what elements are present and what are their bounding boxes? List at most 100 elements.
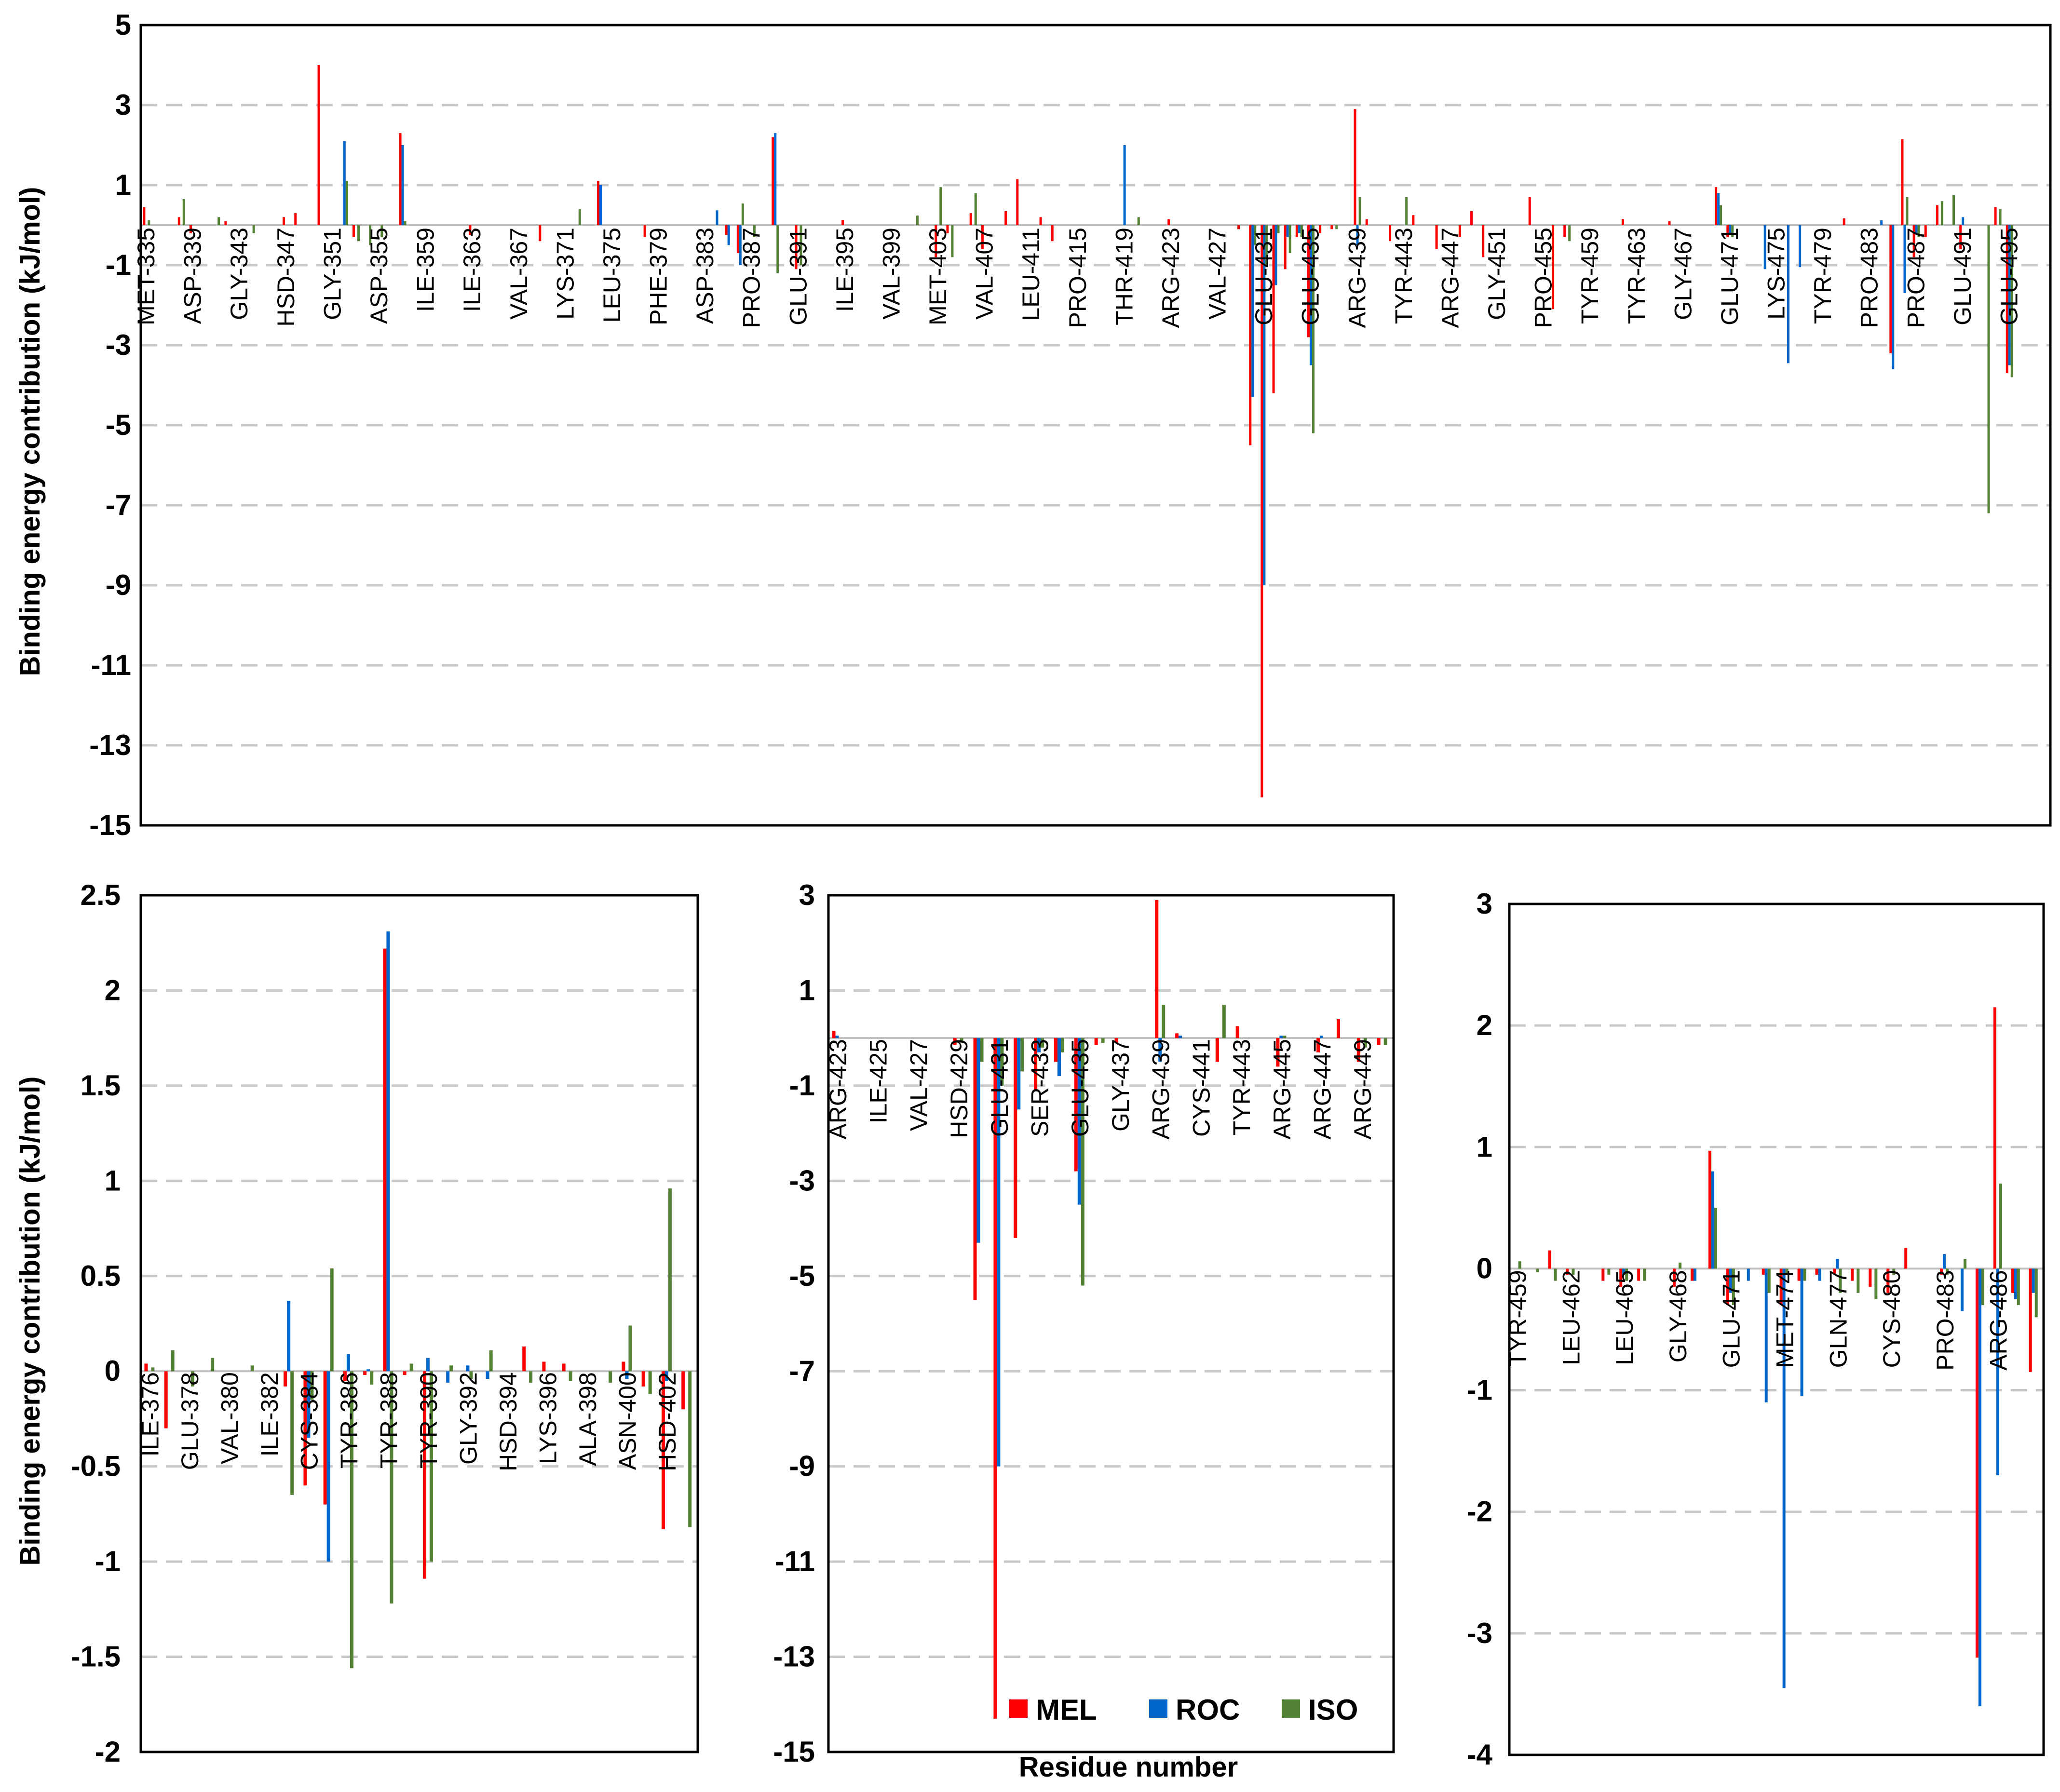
y-tick-label: 5 (115, 9, 131, 41)
bar-mel-444 (1412, 215, 1415, 225)
bar-mel-461 (1548, 1250, 1551, 1269)
bar-mel-429 (1237, 225, 1240, 229)
x-category-label: LYS-396 (535, 1372, 562, 1464)
bar-iso-393 (489, 1350, 493, 1372)
y-tick-label: -13 (773, 1641, 815, 1673)
bar-mel-465 (1619, 1268, 1623, 1287)
x-category-label: VAL-427 (905, 1039, 932, 1131)
bar-mel-448 (1458, 225, 1461, 237)
x-category-label: CYS-384 (296, 1372, 323, 1470)
bar-iso-353 (357, 225, 360, 242)
y-tick-label: 3 (115, 89, 131, 121)
y-tick-label: -1 (106, 249, 131, 281)
y-tick-label: -5 (106, 409, 131, 441)
x-category-label: TYR-388 (376, 1372, 403, 1469)
bar-iso-471 (1731, 225, 1734, 237)
bar-mel-481 (1843, 218, 1845, 225)
bar-mel-353 (352, 225, 355, 237)
bar-roc-386 (346, 1354, 350, 1372)
bar-roc-391 (446, 1371, 450, 1383)
bar-mel-401 (641, 1371, 645, 1387)
bar-iso-449 (1363, 1038, 1367, 1048)
bar-mel-486 (1993, 1007, 1996, 1269)
bar-roc-402 (664, 1371, 668, 1381)
x-category-label: HSD-429 (946, 1039, 973, 1138)
bar-mel-347 (283, 217, 285, 225)
bar-mel-350 (317, 65, 320, 225)
bar-iso-457 (1568, 225, 1571, 242)
bar-roc-447 (1320, 1036, 1324, 1038)
x-category-label: GLY-451 (1483, 228, 1510, 320)
bar-mel-431 (993, 1038, 997, 1719)
y-tick-label: 2 (105, 974, 121, 1006)
bar-mel-339 (189, 225, 192, 233)
bar-iso-461 (1554, 1268, 1557, 1281)
bar-roc-352 (343, 141, 346, 225)
bar-mel-481 (1904, 1248, 1908, 1269)
y-tick-label: -0.5 (71, 1450, 121, 1482)
bar-iso-402 (668, 1188, 672, 1372)
bar-mel-384 (303, 1371, 307, 1486)
bar-iso-439 (1162, 1005, 1166, 1038)
bar-roc-477 (1836, 1259, 1839, 1269)
bar-mel-435 (1307, 225, 1310, 337)
bar-mel-475 (1797, 1268, 1801, 1281)
bar-iso-389 (409, 1363, 413, 1372)
bar-mel-433 (1284, 225, 1287, 269)
bar-roc-476 (1787, 225, 1789, 364)
y-tick-label: -13 (89, 729, 131, 761)
bar-mel-395 (841, 220, 844, 225)
bar-mel-491 (1959, 225, 1962, 249)
bar-mel-429 (953, 1038, 957, 1045)
bar-iso-437 (1335, 225, 1338, 229)
bar-iso-442 (1222, 1005, 1226, 1038)
bar-iso-344 (252, 225, 255, 233)
chart-top: 5 3 1 -1 -3 -5 -7 -9 -11 -13 -15 MET-335 ASP-339 GLY-… (89, 9, 2052, 841)
bar-mel-396 (542, 1361, 546, 1372)
y-tick-label: -4 (1467, 1738, 1493, 1771)
y-tick-label: -1 (1467, 1374, 1492, 1406)
x-category-label: GLU-491 (1949, 228, 1976, 325)
bar-roc-488 (2032, 1268, 2035, 1293)
bar-roc-485 (1978, 1268, 1981, 1707)
bar-iso-433 (1041, 1038, 1044, 1048)
bar-roc-357 (401, 145, 404, 225)
x-category-label: VAL-407 (971, 228, 998, 320)
bar-mel-466 (1637, 1268, 1640, 1281)
bar-mel-385 (323, 1371, 327, 1505)
x-category-label: GLU-431 (1250, 228, 1277, 325)
bar-roc-432 (1274, 225, 1277, 285)
bar-iso-459 (1518, 1261, 1521, 1269)
x-category-label: ARG-447 (1309, 1039, 1336, 1139)
bar-iso-406 (974, 193, 977, 225)
bar-roc-374 (599, 185, 602, 225)
x-category-label: PHE-379 (645, 228, 672, 325)
bar-mel-470 (1708, 1150, 1711, 1269)
bar-iso-480 (1892, 1268, 1896, 1275)
x-category-label: MET-474 (1771, 1270, 1798, 1368)
bar-iso-403 (939, 187, 942, 225)
bar-roc-471 (1729, 225, 1732, 233)
bar-mel-430 (1249, 225, 1252, 445)
bar-iso-357 (404, 221, 407, 225)
y-tick-label: -7 (789, 1355, 815, 1387)
bar-iso-429 (960, 1038, 963, 1043)
x-category-label: ILE-395 (831, 228, 858, 312)
bar-iso-485 (1981, 1268, 1984, 1306)
bar-roc-485 (1892, 225, 1895, 369)
y-tick-label: -3 (789, 1164, 815, 1197)
bar-iso-475 (1803, 1268, 1806, 1281)
bar-mel-483 (1940, 1268, 1943, 1275)
y-tick-label: -3 (106, 329, 131, 361)
legend: MEL ROC ISO (1009, 1694, 1358, 1726)
plot-frame (827, 894, 1395, 1753)
bar-roc-474 (1763, 225, 1766, 269)
bar-mel-430 (973, 1038, 977, 1300)
bar-iso-401 (648, 1371, 652, 1394)
bar-iso-460 (1536, 1268, 1539, 1272)
bar-mel-495 (2006, 225, 2008, 374)
bar-iso-354 (369, 225, 372, 245)
bar-mel-348 (294, 213, 297, 225)
legend-label-roc: ROC (1176, 1694, 1240, 1726)
